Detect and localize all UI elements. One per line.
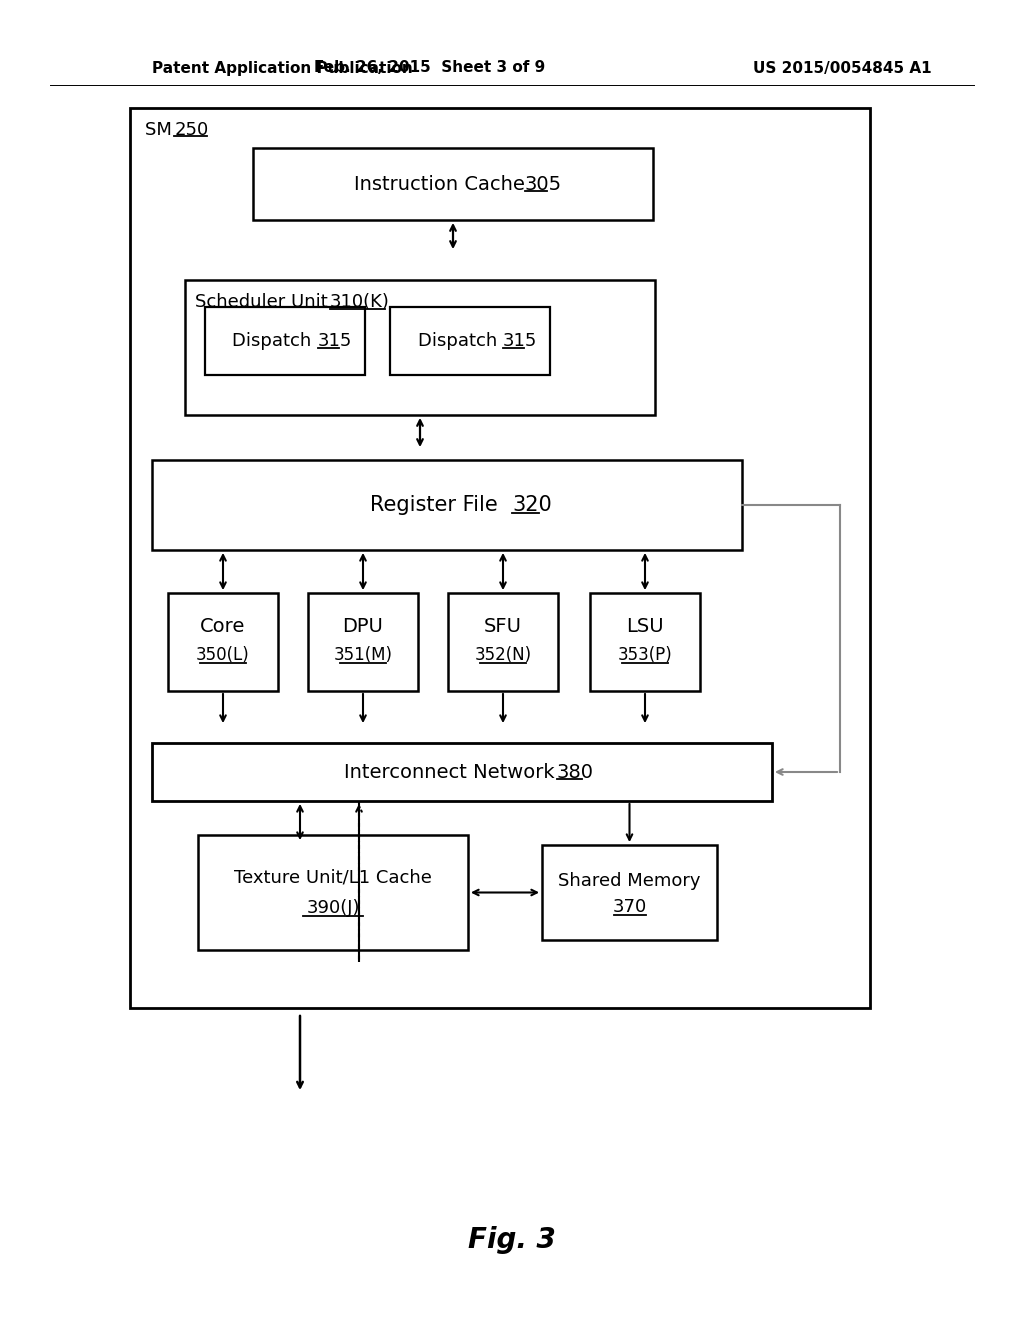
Text: Core: Core — [201, 616, 246, 635]
Bar — [462, 603, 572, 701]
Bar — [205, 308, 365, 375]
Text: Instruction Cache: Instruction Cache — [354, 174, 531, 194]
Text: 315: 315 — [503, 333, 538, 350]
Text: Texture Unit/L1 Cache: Texture Unit/L1 Cache — [234, 869, 432, 886]
Text: Patent Application Publication: Patent Application Publication — [152, 61, 413, 75]
Text: 370: 370 — [612, 898, 646, 916]
Text: 250: 250 — [175, 121, 209, 139]
Bar — [390, 308, 550, 375]
Text: Scheduler Unit: Scheduler Unit — [195, 293, 334, 312]
Text: 380: 380 — [557, 763, 594, 781]
Text: 350(L): 350(L) — [197, 645, 250, 664]
Text: LSU: LSU — [627, 616, 664, 635]
Bar — [152, 743, 772, 801]
Bar — [130, 108, 870, 1008]
Text: 305: 305 — [525, 174, 562, 194]
Text: Dispatch: Dispatch — [418, 333, 503, 350]
Bar — [308, 593, 418, 690]
Text: DPU: DPU — [343, 616, 383, 635]
Text: 315: 315 — [318, 333, 352, 350]
Bar — [449, 593, 558, 690]
Text: Feb. 26, 2015  Sheet 3 of 9: Feb. 26, 2015 Sheet 3 of 9 — [314, 61, 546, 75]
Text: 351(M): 351(M) — [334, 645, 392, 664]
Bar — [185, 280, 655, 414]
Bar — [590, 593, 700, 690]
Text: Dispatch: Dispatch — [232, 333, 317, 350]
Text: 320: 320 — [512, 495, 552, 515]
Bar — [253, 148, 653, 220]
Bar — [152, 459, 742, 550]
Bar — [322, 603, 432, 701]
Text: 390(J): 390(J) — [306, 899, 359, 917]
Text: US 2015/0054845 A1: US 2015/0054845 A1 — [753, 61, 931, 75]
Text: 352(N): 352(N) — [474, 645, 531, 664]
Bar — [198, 836, 468, 950]
Bar — [205, 293, 675, 428]
Text: SM: SM — [145, 121, 177, 139]
Bar — [210, 847, 508, 962]
Bar — [542, 845, 717, 940]
Bar — [182, 603, 292, 701]
Text: Interconnect Network: Interconnect Network — [344, 763, 560, 781]
Text: SFU: SFU — [484, 616, 522, 635]
Bar — [168, 593, 278, 690]
Bar — [604, 603, 714, 701]
Text: 353(P): 353(P) — [617, 645, 673, 664]
Text: 310(K): 310(K) — [330, 293, 390, 312]
Text: Shared Memory: Shared Memory — [558, 873, 700, 890]
Text: Fig. 3: Fig. 3 — [468, 1226, 556, 1254]
Text: Register File: Register File — [370, 495, 504, 515]
